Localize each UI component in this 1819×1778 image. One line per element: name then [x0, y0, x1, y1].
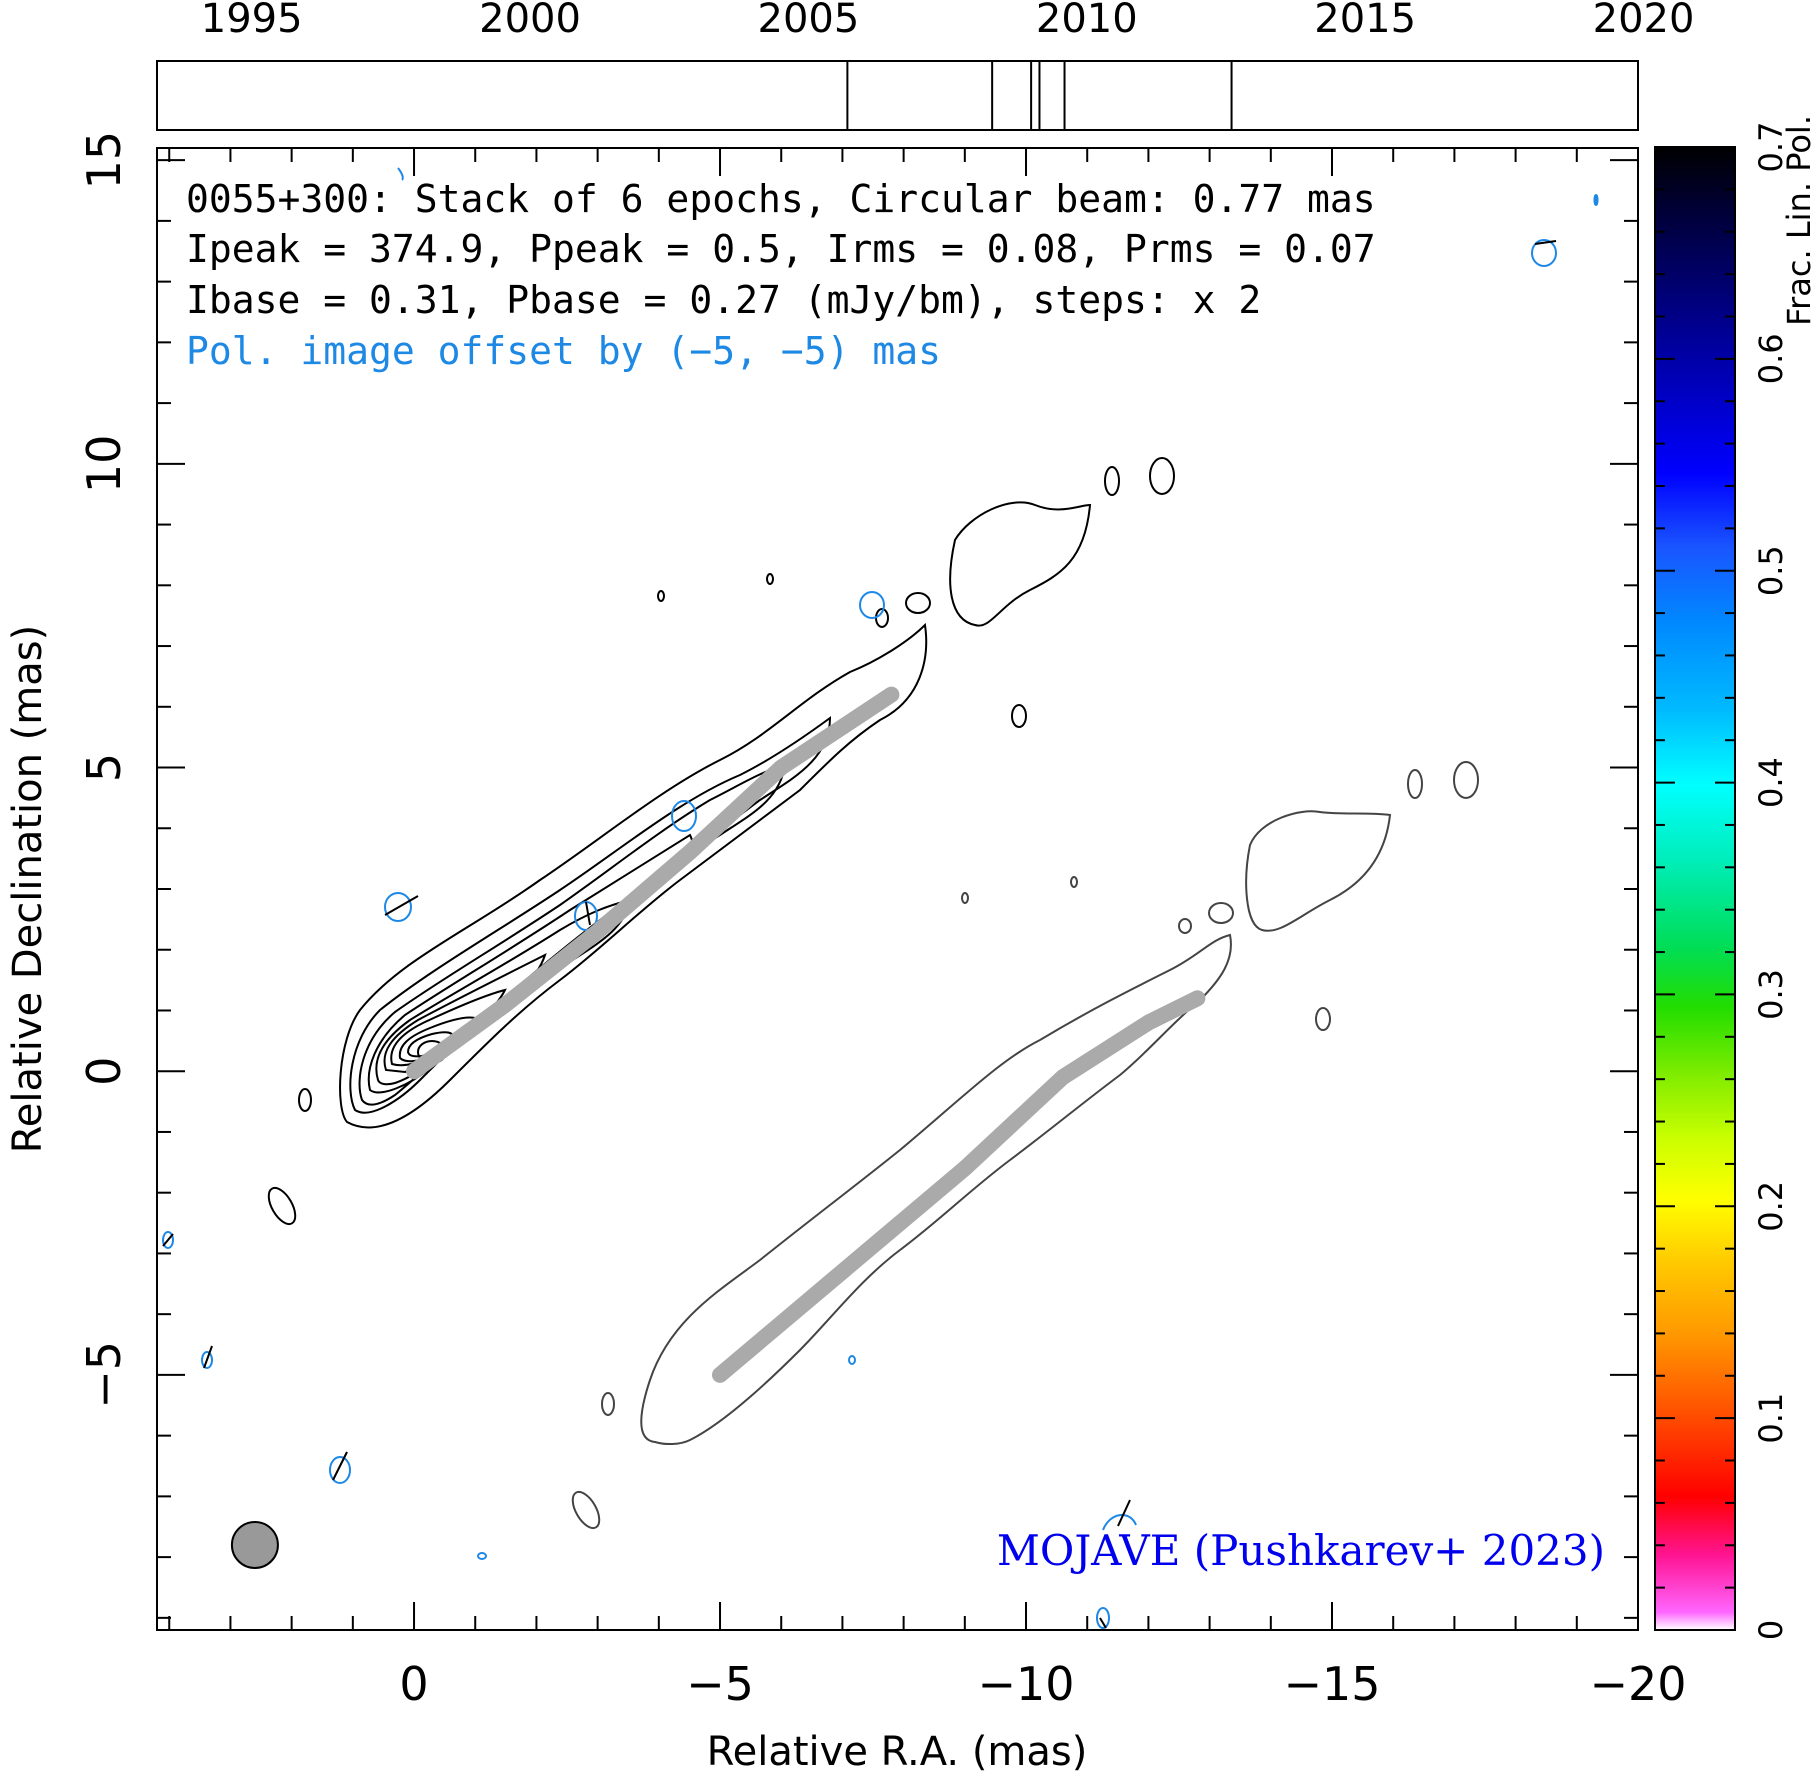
colorbar-ticks [1655, 146, 1735, 1631]
info-line-1: 0055+300: Stack of 6 epochs, Circular be… [186, 177, 1376, 221]
y-tick-label: 0 [77, 1057, 131, 1086]
y-tick-label: 10 [77, 435, 131, 494]
fpol-blob-14 [397, 167, 404, 181]
fpol-blob-13 [1102, 1514, 1137, 1531]
contour-2 [349, 716, 832, 1114]
x-tick-label: −20 [1589, 1657, 1686, 1711]
colorbar-tick-label: 0.6 [1752, 333, 1790, 384]
ridge-line-pol [712, 990, 1206, 1383]
fpol-blob-9 [477, 1552, 487, 1560]
evpa-stick [332, 1451, 348, 1481]
info-line-2: Ipeak = 374.9, Ppeak = 0.5, Irms = 0.08,… [186, 227, 1376, 271]
colorbar: 0 0.1 0.2 0.3 0.4 0.5 0.6 0.7 Frac. Lin. Pol. [1654, 115, 1818, 1641]
timeline-panel: 1995 2000 2005 2010 2015 2020 [156, 0, 1695, 131]
fractional-pol-contours [162, 167, 1599, 1629]
info-line-3: Ibase = 0.31, Pbase = 0.27 (mJy/bm), ste… [186, 278, 1261, 322]
x-tick-label: −10 [977, 1657, 1074, 1711]
contour-island-1 [1149, 457, 1175, 495]
pol-island-4 [1315, 1007, 1331, 1031]
pol-island-6 [1070, 876, 1078, 888]
pol-contour-blob [1245, 810, 1392, 932]
timeline-year: 2005 [758, 0, 860, 42]
polarized-intensity-contours [571, 761, 1479, 1530]
fpol-blob-5 [1531, 239, 1557, 267]
credit-label: MOJAVE (Pushkarev+ 2023) [997, 1526, 1605, 1575]
colorbar-label: Frac. Lin. Pol. [1780, 115, 1818, 326]
contour-island-6 [657, 590, 665, 602]
contour-island-4 [1011, 704, 1027, 728]
contour-island-2 [1104, 466, 1120, 496]
total-intensity-contours [267, 457, 1175, 1226]
fpol-blob-7 [201, 1351, 213, 1369]
colorbar-tick-label: 0.5 [1752, 545, 1790, 596]
evpa-stick [203, 1345, 213, 1369]
colorbar-tick-label: 0.4 [1752, 757, 1790, 808]
pol-island-8 [601, 1392, 615, 1416]
x-tick-label: −15 [1283, 1657, 1380, 1711]
x-tick-label: 0 [399, 1657, 428, 1711]
evpa-stick [384, 895, 419, 916]
x-tick-labels: 0 −5 −10 −15 −20 [399, 1657, 1686, 1711]
fpol-blob-12 [1593, 194, 1599, 206]
timeline-year: 1995 [201, 0, 303, 42]
y-tick-labels: −5 0 5 10 15 [77, 131, 131, 1409]
contour-jet-blob [949, 501, 1092, 627]
pol-island-2 [1407, 769, 1423, 799]
fpol-blob-1 [384, 892, 412, 922]
x-tick-label: −5 [686, 1657, 754, 1711]
pol-contour-outer [640, 933, 1232, 1446]
colorbar-tick-labels: 0 0.1 0.2 0.3 0.4 0.5 0.6 0.7 [1752, 122, 1790, 1641]
evpa-stick [1534, 240, 1557, 245]
fpol-blob-3 [671, 800, 697, 832]
colorbar-tick-label: 0.1 [1752, 1393, 1790, 1444]
timeline-epoch-marks [846, 61, 1233, 130]
fpol-blob-11 [1096, 1607, 1110, 1629]
pol-offset-note: Pol. image offset by (−5, −5) mas [186, 329, 941, 373]
colorbar-tick-label: 0.7 [1752, 122, 1790, 173]
ridge-lines [406, 686, 1206, 1383]
y-tick-label: 5 [77, 753, 131, 782]
timeline-year: 2015 [1314, 0, 1416, 42]
timeline-year: 2010 [1036, 0, 1138, 42]
y-tick-label: 15 [77, 131, 131, 190]
axis-ticks [157, 148, 1639, 1630]
info-text-block: 0055+300: Stack of 6 epochs, Circular be… [186, 177, 1376, 373]
contour-island-3 [905, 592, 931, 614]
pol-island-9 [571, 1490, 601, 1530]
fpol-blob-10 [848, 1355, 856, 1365]
main-plot: 0 −5 −10 −15 −20 −5 0 5 10 15 [5, 131, 1687, 1775]
fpol-blob-6 [329, 1456, 351, 1484]
contour-outer [339, 622, 928, 1129]
pol-island-7 [961, 892, 969, 904]
x-axis-label: Relative R.A. (mas) [707, 1729, 1088, 1775]
ridge-line-total [406, 686, 900, 1080]
colorbar-tick-label: 0.3 [1752, 969, 1790, 1020]
contour-island-7 [298, 1088, 312, 1112]
contour-island-8 [267, 1186, 297, 1226]
timeline-year: 2000 [479, 0, 581, 42]
fpol-blob-8 [162, 1231, 174, 1249]
timeline-year-labels: 1995 2000 2005 2010 2015 2020 [201, 0, 1695, 42]
contour-island-5 [766, 573, 774, 585]
fpol-blob-4 [859, 591, 885, 619]
pol-island-1 [1453, 761, 1479, 799]
colorbar-tick-label: 0 [1752, 1620, 1790, 1640]
pol-island-3 [1208, 902, 1234, 924]
pol-island-5 [1178, 918, 1192, 934]
colorbar-tick-label: 0.2 [1752, 1181, 1790, 1232]
y-axis-label: Relative Declination (mas) [5, 625, 51, 1153]
timeline-year: 2020 [1593, 0, 1695, 42]
colorbar-gradient [1654, 146, 1736, 1631]
evpa-stick [585, 901, 591, 926]
evpa-stick [1117, 1499, 1131, 1527]
beam-circle [230, 1520, 279, 1569]
evpa-stick [1099, 1617, 1107, 1629]
evpa-stick [162, 1233, 174, 1247]
evpa-sticks [162, 240, 1557, 1629]
y-tick-label: −5 [77, 1341, 131, 1409]
timeline-frame [156, 60, 1639, 131]
